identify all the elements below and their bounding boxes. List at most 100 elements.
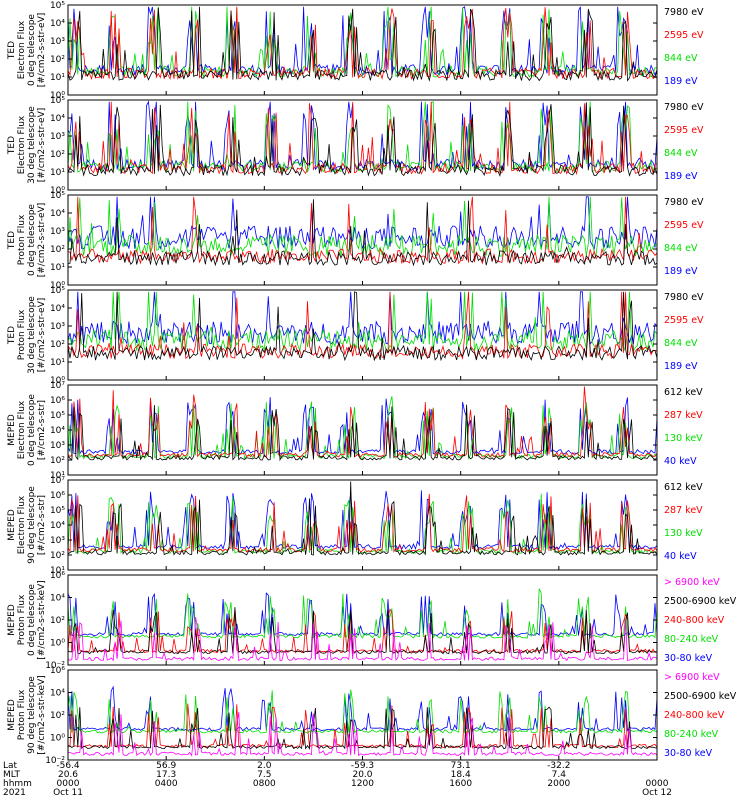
y-tick-label: 10⁴: [50, 594, 65, 604]
series-line-2595-ev: [67, 291, 658, 360]
series-line-7980-ev: [67, 102, 658, 177]
y-axis-title-line: MEPED: [7, 509, 17, 541]
y-axis-title-line: 90 deg telescope: [27, 486, 37, 564]
y-tick-label: 10⁶: [50, 491, 65, 501]
y-tick-label: 10²: [50, 55, 65, 65]
y-tick-label: 10¹: [50, 263, 65, 273]
legend-entry: 189 eV: [664, 171, 698, 182]
y-tick-label: 10¹: [50, 358, 65, 368]
series-group: [67, 196, 658, 267]
series-line-189-ev: [67, 100, 658, 172]
y-axis-title-line: TED: [7, 326, 17, 345]
time-axis-lat-label: -32.2: [547, 761, 570, 771]
y-axis-title-line: TED: [7, 41, 17, 60]
time-axis-lat-label: 2.0: [257, 761, 272, 771]
y-axis-title-line: 30 deg telescope: [27, 106, 37, 184]
legend-entry: 30-80 keV: [664, 748, 713, 759]
y-axis-title-line: MEPED: [7, 699, 17, 731]
y-axis-title-line: [#/cm2-s-str-eV]: [37, 108, 47, 183]
time-axis-lat-label: -59.3: [351, 761, 374, 771]
legend-entry: 7980 eV: [664, 7, 704, 18]
legend-entry: 2500-6900 keV: [664, 691, 737, 702]
y-tick-label: 10¹: [50, 566, 65, 576]
y-axis-title-line: Proton Flux: [17, 594, 27, 645]
y-axis-title-line: Electron Flux: [17, 495, 27, 554]
panel-8: 10⁻² 10⁰ 10² 10⁴ 10⁶ MEPED Proton Flux 90 deg t…: [7, 666, 737, 766]
y-tick-label: 10⁶: [50, 396, 65, 406]
series-group: [67, 100, 658, 177]
time-axis-date-label: Oct 12: [642, 788, 672, 798]
y-tick-label: 10⁴: [50, 114, 65, 124]
y-axis-title-line: [#/cm2-s-str-eV]: [37, 203, 47, 278]
legend-entry: 844 eV: [664, 338, 698, 349]
time-axis-mlt-label: 7.4: [552, 770, 567, 780]
y-axis-title-line: Electron Flux: [17, 400, 27, 459]
time-axis-lat-label: -56.4: [56, 761, 80, 771]
time-axis-mlt-label: 17.3: [156, 770, 176, 780]
y-tick-label: 10⁷: [50, 476, 65, 486]
y-axis-title-line: 30 deg telescope: [27, 296, 37, 374]
panel-7: 10⁻² 10⁰ 10² 10⁴ 10⁶ MEPED Proton Flux 0 deg te…: [7, 571, 737, 671]
series-group: [67, 685, 658, 757]
time-axis-row-label: hhmm: [3, 779, 32, 789]
y-tick-label: 10⁴: [50, 426, 65, 436]
time-axis-hhmm-label: 0000: [646, 779, 669, 789]
y-tick-label: 10¹: [50, 471, 65, 481]
y-tick-label: 10²: [50, 711, 65, 721]
series-line-7980-ev: [67, 199, 658, 267]
y-tick-label: 10¹: [50, 73, 65, 83]
legend-entry: 844 eV: [664, 148, 698, 159]
legend-entry: 240-800 keV: [664, 615, 725, 626]
y-axis-title-line: Proton Flux: [17, 689, 27, 740]
panel-3: 10⁰ 10¹ 10² 10³ 10⁴ 10⁵ TED Proton Flux 0 deg te…: [7, 191, 704, 291]
y-axis-title-line: [#/cm2-s-str-keV]: [37, 580, 47, 659]
series-line-240-800-kev: [67, 703, 658, 749]
series-group: [67, 6, 658, 82]
legend-entry: 40 keV: [664, 456, 697, 467]
y-tick-label: 10⁰: [50, 639, 65, 649]
series-line-2500-6900-kev: [67, 706, 658, 750]
series-line-612-kev: [67, 481, 658, 556]
y-axis-title-line: 0 deg telescope: [27, 204, 37, 276]
series-line-2595-ev: [67, 6, 658, 81]
y-axis-title-line: TED: [7, 136, 17, 155]
legend-entry: 2595 eV: [664, 30, 704, 41]
series-line-40-kev: [67, 397, 658, 456]
y-tick-label: 10⁰: [50, 91, 65, 101]
time-axis-hhmm-label: 0400: [155, 779, 178, 789]
y-tick-label: 10³: [50, 441, 65, 451]
series-group: [67, 291, 658, 362]
y-tick-label: 10⁵: [50, 191, 65, 201]
legend-entry: 2595 eV: [664, 220, 704, 231]
y-tick-label: 10⁰: [50, 376, 65, 386]
series-line-2500-6900-kev: [67, 607, 658, 655]
y-tick-label: 10⁵: [50, 286, 65, 296]
legend-entry: 287 keV: [664, 410, 703, 421]
legend-entry: 80-240 keV: [664, 634, 719, 645]
y-tick-label: 10⁴: [50, 689, 65, 699]
legend-entry: 7980 eV: [664, 102, 704, 113]
panel-2: 10⁰ 10¹ 10² 10³ 10⁴ 10⁵ TED Electron Flux 30 deg…: [7, 96, 704, 196]
time-axis-lat-label: 56.9: [156, 761, 176, 771]
time-axis-hhmm-label: 0800: [253, 779, 276, 789]
y-tick-label: 10⁰: [50, 734, 65, 744]
y-axis-title-line: [#/cm2-s-str-eV]: [37, 298, 47, 373]
legend-entry: 287 keV: [664, 505, 703, 516]
y-axis-title-line: Electron Flux: [17, 20, 27, 79]
series-line-7980-ev: [67, 291, 658, 362]
time-axis-hhmm-label: 1600: [449, 779, 472, 789]
y-tick-label: 10⁶: [50, 666, 65, 676]
y-tick-label: 10²: [50, 245, 65, 255]
panel-6: 10¹ 10² 10³ 10⁴ 10⁵ 10⁶ 10⁷ MEPED Electron Flux 9…: [7, 476, 703, 576]
legend-entry: 189 eV: [664, 361, 698, 372]
time-axis-row-label: Lat: [3, 761, 18, 771]
legend-entry: > 6900 keV: [664, 672, 720, 683]
legend-entry: 189 eV: [664, 76, 698, 87]
series-group: [67, 386, 658, 462]
time-axis-lat-label: 73.1: [451, 761, 471, 771]
legend-entry: 2595 eV: [664, 125, 704, 136]
legend-entry: 612 keV: [664, 387, 703, 398]
y-tick-label: 10⁵: [50, 96, 65, 106]
